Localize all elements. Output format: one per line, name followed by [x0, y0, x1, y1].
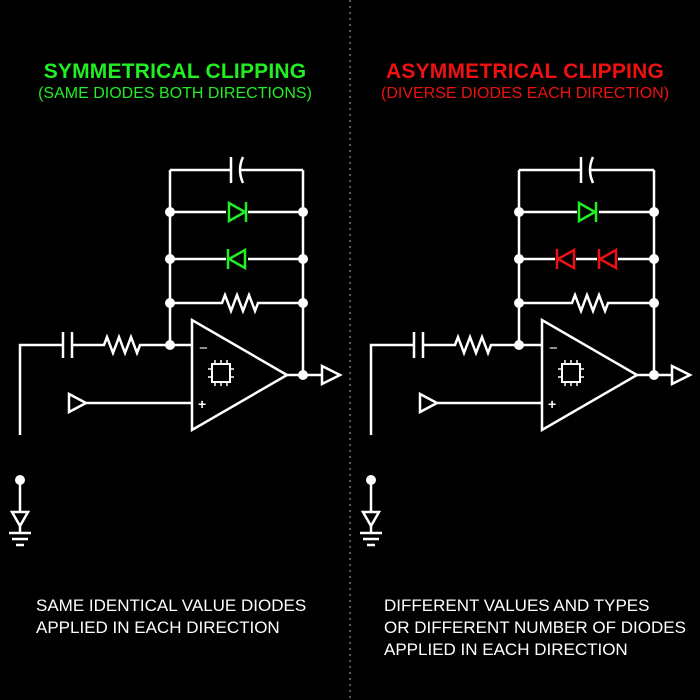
left-circuit — [9, 156, 343, 547]
right-description-line: OR DIFFERENT NUMBER OF DIODES — [384, 618, 686, 637]
left-plus-label: + — [198, 396, 206, 412]
right-circuit — [360, 156, 693, 547]
left-input-resistor — [72, 333, 192, 357]
left-description: SAME IDENTICAL VALUE DIODES APPLIED IN E… — [36, 595, 306, 639]
left-input-capacitor — [18, 332, 74, 435]
right-opamp — [540, 317, 640, 433]
right-feedback-capacitor — [519, 156, 654, 184]
left-diode-reverse — [226, 247, 247, 271]
left-diode-forward — [227, 200, 248, 224]
right-description: DIFFERENT VALUES AND TYPES OR DIFFERENT … — [384, 595, 686, 661]
left-feedback-resistor — [170, 291, 303, 315]
left-output-arrow — [320, 363, 343, 387]
right-description-line: APPLIED IN EACH DIRECTION — [384, 640, 628, 659]
right-feedback-resistor — [519, 291, 654, 315]
right-subtitle: (DIVERSE DIODES EACH DIRECTION) — [380, 85, 670, 102]
left-feedback-capacitor — [170, 156, 303, 184]
right-diode-reverse-2 — [597, 247, 618, 271]
right-title: ASYMMETRICAL CLIPPING — [386, 60, 664, 83]
left-opamp — [190, 317, 290, 433]
right-plus-label: + — [548, 396, 556, 412]
left-chip-icon — [207, 359, 235, 387]
left-minus-label: − — [199, 340, 208, 357]
right-chip-icon — [557, 359, 585, 387]
right-diode-reverse-1 — [555, 247, 576, 271]
right-description-line: DIFFERENT VALUES AND TYPES — [384, 596, 650, 615]
right-input-arrow — [418, 391, 440, 415]
left-title: SYMMETRICAL CLIPPING — [43, 60, 307, 83]
left-input-arrow — [67, 391, 89, 415]
right-diode-forward — [577, 200, 598, 224]
left-description-line: SAME IDENTICAL VALUE DIODES — [36, 596, 307, 615]
left-description-line: APPLIED IN EACH DIRECTION — [36, 618, 280, 637]
right-minus-label: − — [549, 340, 558, 357]
right-input-resistor — [423, 333, 542, 357]
right-input-capacitor — [369, 332, 425, 435]
left-subtitle: (SAME DIODES BOTH DIRECTIONS) — [38, 85, 312, 102]
right-output-arrow — [670, 363, 693, 387]
